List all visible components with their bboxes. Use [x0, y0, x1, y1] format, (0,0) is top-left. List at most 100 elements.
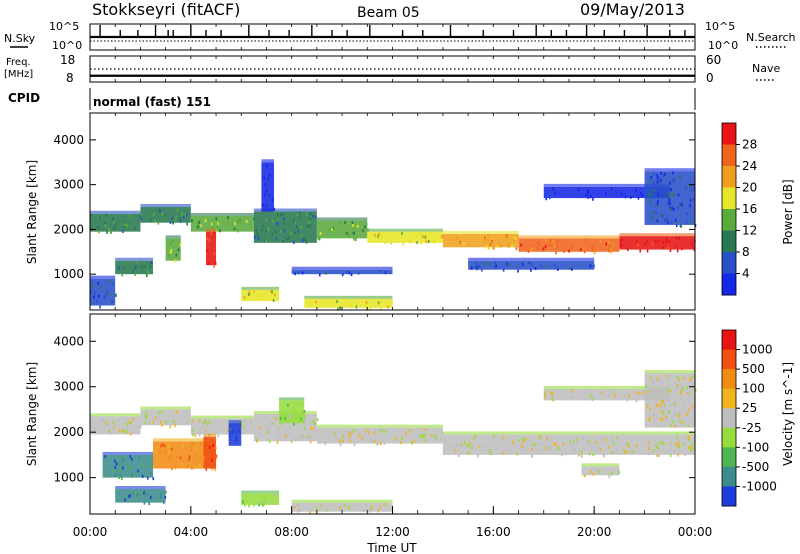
heatmap-speckle [217, 225, 219, 229]
heatmap-speckle [118, 476, 120, 480]
heatmap-speckle [349, 434, 351, 438]
heatmap-speckle [214, 468, 216, 472]
heatmap-speckle [158, 411, 160, 415]
heatmap-speckle [572, 449, 575, 453]
heatmap-speckle [583, 250, 586, 254]
heatmap-speckle [457, 454, 460, 458]
heatmap-speckle [381, 235, 383, 239]
heatmap-speckle [316, 507, 318, 511]
heatmap-speckle [555, 251, 557, 255]
heatmap-speckle [468, 444, 470, 448]
heatmap-speckle [620, 192, 623, 196]
heatmap-speckle [370, 505, 373, 509]
heatmap-speckle [174, 259, 177, 263]
heatmap-speckle [176, 208, 179, 212]
heatmap-speckle [342, 434, 344, 438]
heatmap-speckle [128, 420, 130, 424]
heatmap-band-edge [581, 463, 620, 467]
heatmap-speckle [669, 389, 672, 393]
heatmap-speckle [581, 437, 583, 441]
heatmap-speckle [319, 503, 322, 507]
heatmap-speckle [208, 446, 211, 450]
heatmap-speckle [678, 410, 681, 414]
heatmap-speckle [628, 394, 630, 398]
heatmap-speckle [128, 494, 130, 498]
heatmap-speckle [214, 423, 217, 427]
heatmap-speckle [589, 264, 592, 268]
heatmap-speckle [652, 211, 654, 215]
colorbar-tick-label: 28 [742, 138, 757, 152]
heatmap-speckle [591, 248, 594, 252]
heatmap-speckle [648, 447, 651, 451]
heatmap-speckle [134, 226, 136, 230]
heatmap-speckle [303, 410, 306, 414]
heatmap-speckle [333, 431, 336, 435]
heatmap-speckle [121, 273, 123, 277]
heatmap-speckle [97, 226, 99, 230]
nsearch-label: N.Search [746, 31, 796, 44]
heatmap-speckle [181, 212, 184, 216]
heatmap-speckle [681, 247, 683, 251]
heatmap-speckle [422, 435, 425, 439]
heatmap-speckle [658, 441, 660, 445]
heatmap-speckle [568, 249, 570, 253]
heatmap-speckle [563, 389, 566, 393]
noise-right-tick-bottom: 10^0 [708, 39, 738, 52]
heatmap-speckle [304, 417, 306, 421]
heatmap-speckle [127, 426, 129, 430]
heatmap-speckle [623, 449, 625, 453]
colorbar-frame [721, 329, 737, 507]
heatmap-speckle [394, 437, 397, 441]
heatmap-speckle [198, 419, 201, 423]
heatmap-speckle [126, 430, 129, 434]
heatmap-speckle [662, 400, 664, 404]
heatmap-band-edge [205, 228, 217, 232]
heatmap-speckle [680, 389, 683, 393]
heatmap-speckle [461, 435, 464, 439]
heatmap-speckle [301, 402, 303, 406]
heatmap-speckle [553, 244, 556, 248]
heatmap-speckle [551, 391, 554, 395]
heatmap-speckle [512, 440, 514, 444]
heatmap-speckle [309, 300, 312, 304]
heatmap-speckle [361, 436, 363, 440]
heatmap-speckle [672, 420, 674, 424]
heatmap-speckle [569, 396, 572, 400]
heatmap-speckle [618, 470, 620, 474]
heatmap-speckle [298, 434, 300, 438]
heatmap-speckle [615, 447, 618, 451]
heatmap-speckle [186, 222, 189, 226]
heatmap-speckle [400, 441, 402, 445]
heatmap-speckle [685, 187, 687, 191]
heatmap-speckle [442, 234, 444, 238]
heatmap-speckle [380, 307, 382, 311]
heatmap-speckle [669, 403, 672, 407]
heatmap-speckle [665, 237, 668, 241]
heatmap-speckle [470, 266, 473, 270]
heatmap-speckle [591, 245, 594, 249]
heatmap-speckle [585, 193, 587, 197]
heatmap-speckle [204, 437, 207, 441]
heatmap-band [261, 162, 275, 212]
heatmap-speckle [507, 236, 509, 240]
heatmap-speckle [210, 232, 213, 236]
heatmap-speckle [384, 241, 386, 245]
heatmap-speckle [466, 443, 469, 447]
heatmap-speckle [229, 427, 232, 431]
heatmap-speckle [362, 229, 364, 233]
heatmap-speckle [195, 446, 197, 450]
heatmap-speckle [192, 433, 194, 437]
heatmap-speckle [674, 442, 677, 446]
heatmap-speckle [353, 443, 356, 447]
heatmap-speckle [240, 421, 243, 425]
heatmap-speckle [665, 415, 668, 419]
heatmap-band-edge [90, 275, 116, 279]
heatmap-speckle [626, 398, 629, 402]
heatmap-speckle [605, 438, 608, 442]
heatmap-speckle [530, 248, 533, 252]
heatmap-speckle [625, 451, 628, 455]
heatmap-speckle [237, 429, 240, 433]
heatmap-speckle [339, 443, 342, 447]
heatmap-speckle [650, 389, 652, 393]
heatmap-speckle [656, 178, 658, 182]
